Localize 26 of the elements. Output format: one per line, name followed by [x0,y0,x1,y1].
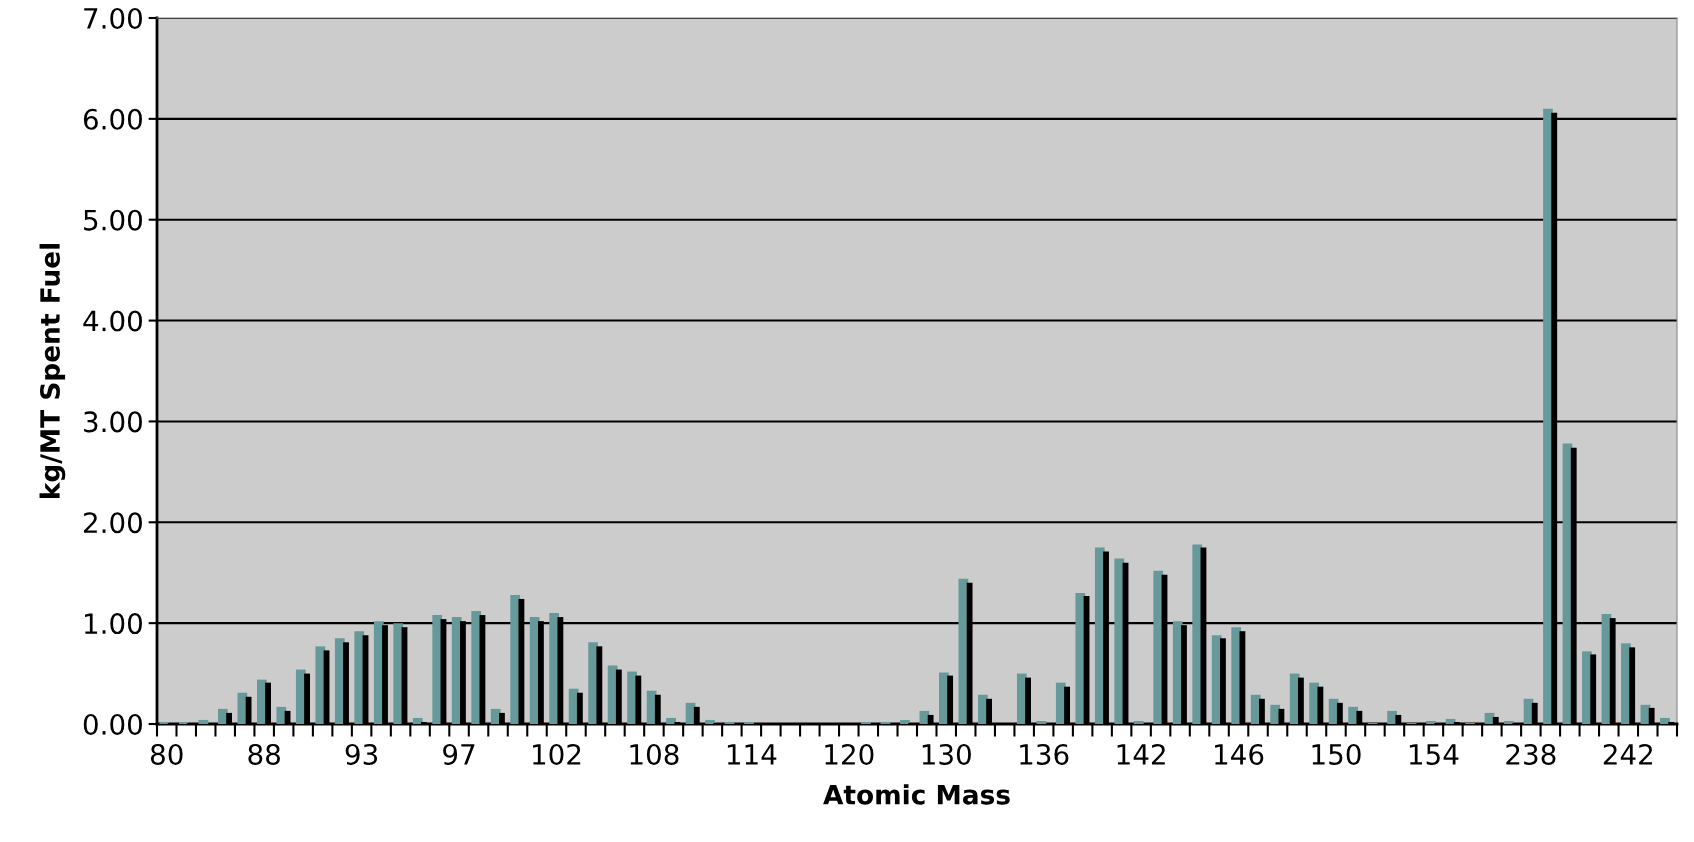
y-tick-label: 6.00 [83,108,142,130]
x-tick-label: 142 [1117,743,1165,765]
x-axis-title: Atomic Mass [823,784,1010,805]
x-tick-label: 130 [922,743,971,765]
x-tick-label: 108 [630,743,679,765]
x-tick-label: 238 [1506,743,1556,765]
y-tick-label: 3.00 [84,411,142,433]
y-tick-label: 7.00 [84,7,142,29]
x-tick-label: 120 [825,743,874,765]
x-tick-label: 93 [345,743,378,765]
x-tick-label: 80 [150,743,183,765]
x-tick-label: 88 [248,743,280,765]
x-tick-label: 150 [1312,743,1361,765]
y-tick-label: 5.00 [84,209,142,231]
y-tick-label: 4.00 [83,310,142,332]
y-tick-label: 2.00 [83,512,142,534]
x-tick-label: 102 [533,743,581,765]
x-tick-label: 97 [443,743,475,765]
y-tick-label: 1.00 [85,613,142,635]
x-tick-label: 114 [727,744,777,765]
x-tick-label: 136 [1020,743,1069,765]
x-tick-label: 154 [1409,744,1459,765]
y-tick-label: 0.00 [83,713,142,735]
x-tick-label: 242 [1603,743,1653,765]
x-tick-label: 146 [1215,743,1264,765]
y-axis-title: kg/MT Spent Fuel [39,244,66,498]
